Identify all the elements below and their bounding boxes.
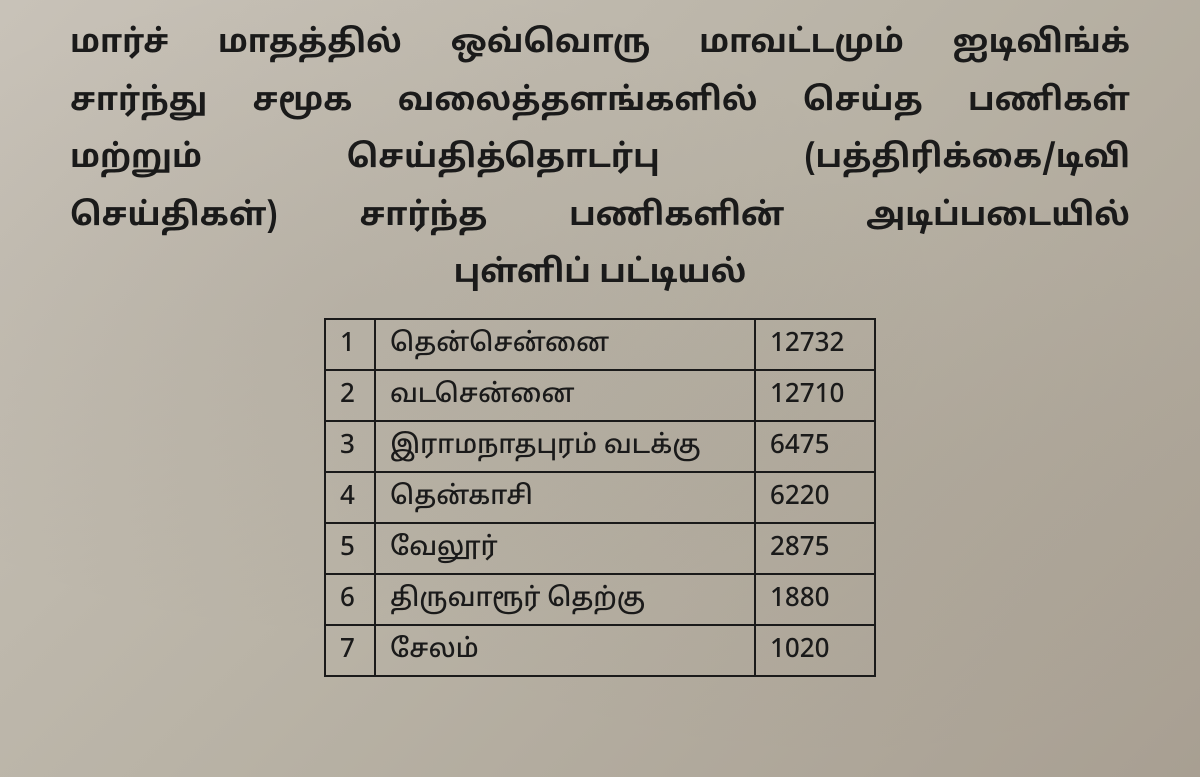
- rank-cell: 1: [325, 319, 375, 370]
- rank-cell: 2: [325, 370, 375, 421]
- district-cell: திருவாரூர் தெற்கு: [375, 574, 755, 625]
- table-row: 7 சேலம் 1020: [325, 625, 875, 676]
- rank-cell: 5: [325, 523, 375, 574]
- table-row: 2 வடசென்னை 12710: [325, 370, 875, 421]
- points-cell: 1020: [755, 625, 875, 676]
- heading-line-4: செய்திகள்) சார்ந்த பணிகளின் அடிப்படையில்: [50, 193, 1150, 243]
- table-row: 5 வேலூர் 2875: [325, 523, 875, 574]
- points-cell: 1880: [755, 574, 875, 625]
- district-cell: இராமநாதபுரம் வடக்கு: [375, 421, 755, 472]
- heading-line-2: சார்ந்து சமூக வலைத்தளங்களில் செய்த பணிகள…: [50, 78, 1150, 128]
- points-cell: 12710: [755, 370, 875, 421]
- document-content: { "heading": { "line1": "மார்ச் மாதத்தில…: [50, 20, 1150, 677]
- points-cell: 6220: [755, 472, 875, 523]
- district-cell: தென்சென்னை: [375, 319, 755, 370]
- table-container: 1 தென்சென்னை 12732 2 வடசென்னை 12710 3 இர…: [50, 318, 1150, 677]
- points-cell: 2875: [755, 523, 875, 574]
- district-cell: தென்காசி: [375, 472, 755, 523]
- heading-line-1: மார்ச் மாதத்தில் ஒவ்வொரு மாவட்டமும் ஐடிவ…: [50, 20, 1150, 70]
- rank-cell: 6: [325, 574, 375, 625]
- points-cell: 6475: [755, 421, 875, 472]
- table-row: 6 திருவாரூர் தெற்கு 1880: [325, 574, 875, 625]
- table-row: 1 தென்சென்னை 12732: [325, 319, 875, 370]
- heading-line-3: மற்றும் செய்தித்தொடர்பு (பத்திரிக்கை/டிவ…: [50, 135, 1150, 185]
- heading-line-5: புள்ளிப் பட்டியல்: [50, 250, 1150, 300]
- rank-cell: 4: [325, 472, 375, 523]
- table-row: 4 தென்காசி 6220: [325, 472, 875, 523]
- rank-cell: 3: [325, 421, 375, 472]
- table-row: 3 இராமநாதபுரம் வடக்கு 6475: [325, 421, 875, 472]
- rank-cell: 7: [325, 625, 375, 676]
- district-cell: சேலம்: [375, 625, 755, 676]
- points-cell: 12732: [755, 319, 875, 370]
- points-table: 1 தென்சென்னை 12732 2 வடசென்னை 12710 3 இர…: [324, 318, 876, 677]
- district-cell: வடசென்னை: [375, 370, 755, 421]
- district-cell: வேலூர்: [375, 523, 755, 574]
